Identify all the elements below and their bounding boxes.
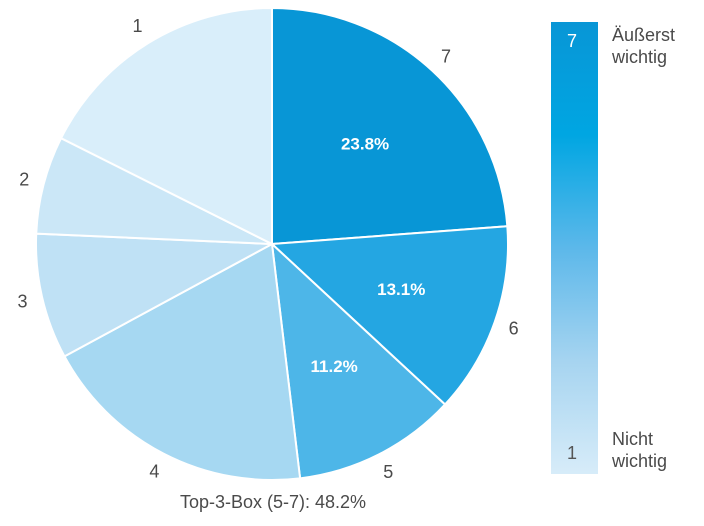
- value-label-7: 23.8%: [341, 135, 389, 154]
- category-label-3: 3: [18, 291, 28, 311]
- legend-top-label-line2: wichtig: [612, 47, 668, 67]
- pie-slice-3: [35, 232, 276, 358]
- pie-slice-5: [270, 241, 447, 480]
- pie-slice-1: [59, 6, 273, 246]
- category-label-1: 1: [133, 16, 143, 36]
- legend-top-label-line1: Äußerst: [612, 25, 676, 45]
- category-label-4: 4: [149, 461, 159, 481]
- legend-top-label: Äußerst wichtig: [612, 24, 675, 68]
- legend-top-value: 7: [567, 31, 578, 51]
- category-label-5: 5: [383, 462, 393, 482]
- pie-slice-7: [271, 6, 509, 246]
- pie-slice-6: [269, 225, 509, 406]
- value-label-5: 11.2%: [311, 357, 358, 376]
- category-label-7: 7: [441, 46, 451, 66]
- category-label-6: 6: [509, 318, 519, 338]
- value-label-6: 13.1%: [377, 280, 425, 299]
- legend-bottom-label: Nicht wichtig: [612, 428, 667, 472]
- legend-bottom-label-line1: Nicht: [612, 429, 654, 449]
- category-label-2: 2: [19, 170, 29, 190]
- chart-footer: Top-3-Box (5-7): 48.2%: [179, 492, 367, 512]
- legend-bottom-value: 1: [567, 443, 578, 463]
- pie-slice-4: [63, 242, 302, 481]
- legend-bottom-label-line2: wichtig: [612, 451, 668, 471]
- legend-scale-bar: [551, 22, 598, 474]
